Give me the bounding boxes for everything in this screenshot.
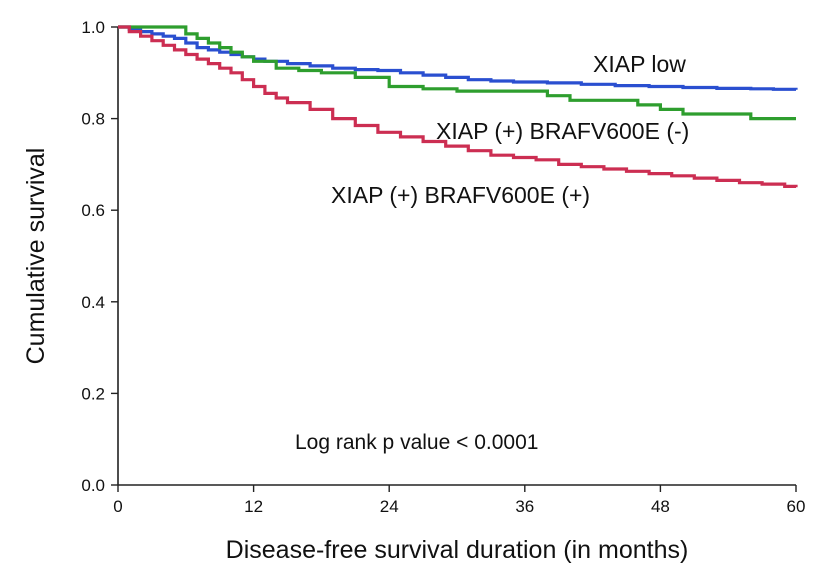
x-tick-label: 48: [651, 497, 670, 516]
y-tick-label: 0.6: [81, 201, 105, 220]
x-tick-label: 60: [787, 497, 806, 516]
y-tick-label: 0.0: [81, 476, 105, 495]
series-layer: [118, 25, 798, 188]
y-tick-label: 0.8: [81, 110, 105, 129]
log-rank-annotation: Log rank p value < 0.0001: [295, 431, 538, 454]
y-axis-title: Cumulative survival: [22, 148, 50, 365]
plot-area: 0 12 24 36 48 60 0.0 0.2 0.4 0.6 0.8 1.0: [81, 18, 805, 516]
x-tick-label: 0: [113, 497, 122, 516]
x-axis-title: Disease-free survival duration (in month…: [226, 536, 689, 564]
series-line-xiap-low: [118, 25, 798, 91]
series-label-xiap-pos-braf-pos: XIAP (+) BRAFV600E (+): [331, 182, 590, 208]
series-line-xiap-pos-braf-neg: [118, 25, 796, 121]
y-tick-label: 0.4: [81, 293, 105, 312]
y-ticks: 0.0 0.2 0.4 0.6 0.8 1.0: [81, 18, 118, 495]
x-tick-label: 24: [380, 497, 399, 516]
y-tick-label: 0.2: [81, 384, 105, 403]
series-line-xiap-pos-braf-pos: [118, 25, 798, 188]
x-tick-label: 12: [244, 497, 263, 516]
y-tick-label: 1.0: [81, 18, 105, 37]
x-tick-label: 36: [515, 497, 534, 516]
x-ticks: 0 12 24 36 48 60: [113, 485, 805, 516]
series-label-xiap-low: XIAP low: [593, 51, 686, 77]
series-label-xiap-pos-braf-neg: XIAP (+) BRAFV600E (-): [436, 118, 689, 144]
